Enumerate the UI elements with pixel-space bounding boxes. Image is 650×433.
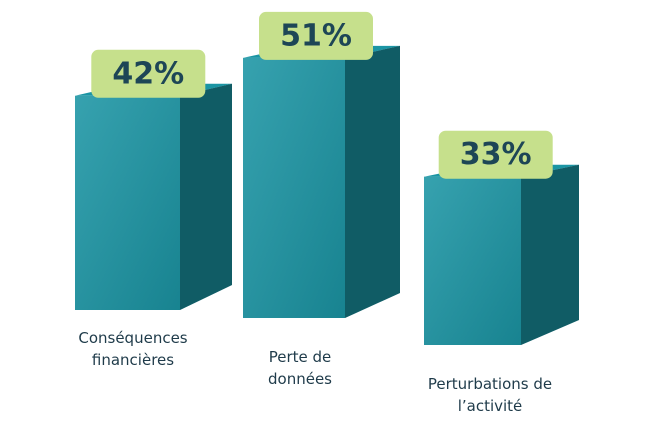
value-label: 51% <box>280 18 352 53</box>
value-label-box <box>438 130 553 179</box>
category-label: Perte de données <box>268 348 332 388</box>
value-label-box <box>91 49 206 98</box>
bar-shine <box>424 176 521 345</box>
value-label: 42% <box>112 56 184 91</box>
bar-side-shade <box>521 164 579 345</box>
bar-side-shade <box>180 83 232 310</box>
bar-side <box>345 45 400 319</box>
bar-shine <box>75 95 180 310</box>
value-label-box <box>259 11 373 60</box>
category-label: Conséquences financières <box>78 329 188 369</box>
bar-shine <box>243 57 345 319</box>
bar-side <box>180 83 232 310</box>
category-label: Perturbations de l’activité <box>427 375 553 415</box>
value-label: 33% <box>460 137 532 172</box>
bar-side <box>521 164 579 345</box>
bar-side-shade <box>345 45 400 319</box>
